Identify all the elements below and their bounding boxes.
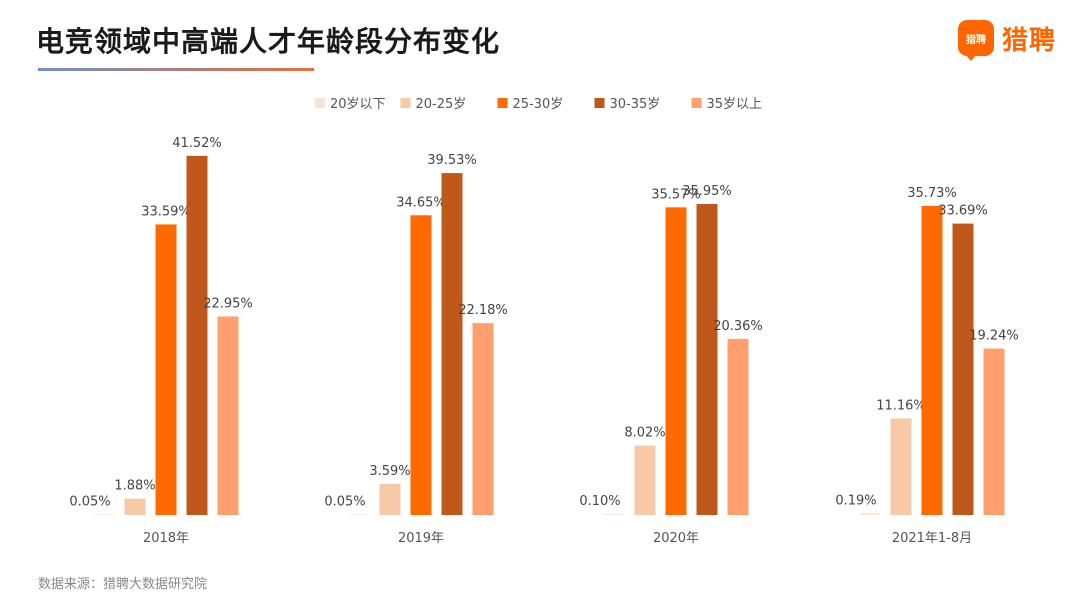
brand-logo: 猎聘 猎聘 [958, 18, 1057, 61]
legend-swatch [400, 98, 411, 108]
bar [634, 445, 656, 515]
data-label: 35.57% [651, 187, 701, 202]
legend-item: 25-30岁 [497, 97, 564, 112]
bar [124, 498, 146, 515]
bar-group: 0.19% 11.16% 35.73% 33.69% 19.24% 2021年1-8月 [835, 186, 1018, 546]
legend-label: 35岁以上 [707, 97, 763, 112]
bar [93, 514, 115, 515]
legend-item: 30-35岁 [594, 97, 661, 112]
legend-swatch [497, 98, 508, 108]
category-label: 2020年 [653, 531, 699, 546]
bar [983, 348, 1005, 515]
legend-item: 20岁以下 [315, 97, 386, 112]
legend-swatch [315, 98, 325, 108]
data-label: 3.59% [369, 464, 410, 479]
data-label: 0.10% [579, 494, 620, 509]
legend-label: 30-35岁 [610, 97, 661, 112]
bar [727, 338, 749, 515]
data-label: 20.36% [713, 319, 763, 334]
data-label: 34.65% [396, 195, 446, 210]
category-label: 2019年 [398, 531, 444, 546]
bar-group: 0.05% 1.88% 33.59% 41.52% 22.95% 2018年 [69, 136, 252, 546]
data-label: 11.16% [876, 398, 926, 413]
logo-icon: 猎聘 [958, 20, 994, 61]
legend-swatch [691, 98, 702, 108]
category-label: 2021年1-8月 [892, 531, 972, 546]
bar [665, 207, 687, 515]
bar [603, 514, 625, 515]
data-label: 41.52% [172, 136, 222, 151]
bar [186, 155, 208, 516]
legend-item: 35岁以上 [691, 97, 763, 112]
bar [472, 323, 494, 515]
logo-mark-text: 猎聘 [966, 34, 986, 46]
page-title: 电竞领域中高端人才年龄段分布变化 [36, 25, 501, 58]
bar [890, 418, 912, 515]
bar [155, 224, 177, 515]
legend-item: 20-25岁 [400, 97, 467, 112]
category-label: 2018年 [143, 531, 189, 546]
data-label: 33.69% [938, 204, 988, 219]
legend-label: 20-25岁 [416, 97, 467, 112]
data-label: 0.05% [69, 494, 110, 509]
title-underline [38, 68, 314, 71]
chart-legend: 20岁以下 20-25岁 25-30岁 30-35岁 35岁以上 [315, 97, 762, 112]
bar-group: 0.10% 8.02% 35.57%35.95% 20.36% 2020年 [579, 184, 762, 546]
data-label: 0.05% [324, 494, 365, 509]
data-label: 0.19% [835, 493, 876, 508]
bar [859, 513, 881, 515]
bar [348, 514, 370, 515]
data-label: 22.18% [458, 303, 508, 318]
bar [921, 205, 943, 516]
data-label: 35.73% [907, 186, 957, 201]
data-source-note: 数据来源：猎聘大数据研究院 [38, 577, 208, 592]
data-label: 33.59% [141, 204, 191, 219]
bar-group: 0.05% 3.59% 34.65% 39.53% 22.18% 2019年 [324, 153, 507, 546]
data-label: 19.24% [969, 329, 1019, 344]
legend-label: 20岁以下 [330, 97, 386, 112]
legend-swatch [594, 98, 605, 108]
data-label: 22.95% [203, 296, 253, 311]
data-label: 1.88% [114, 479, 155, 494]
bar [696, 204, 718, 515]
bar [952, 223, 974, 516]
logo-wordmark: 猎聘 [1002, 25, 1057, 56]
bar [379, 483, 401, 515]
bar [441, 173, 463, 516]
bar [217, 316, 239, 515]
data-label: 35.95% [682, 184, 732, 199]
legend-label: 25-30岁 [513, 97, 564, 112]
data-label: 39.53% [427, 153, 477, 168]
bar [410, 215, 432, 515]
data-label: 8.02% [624, 426, 665, 441]
